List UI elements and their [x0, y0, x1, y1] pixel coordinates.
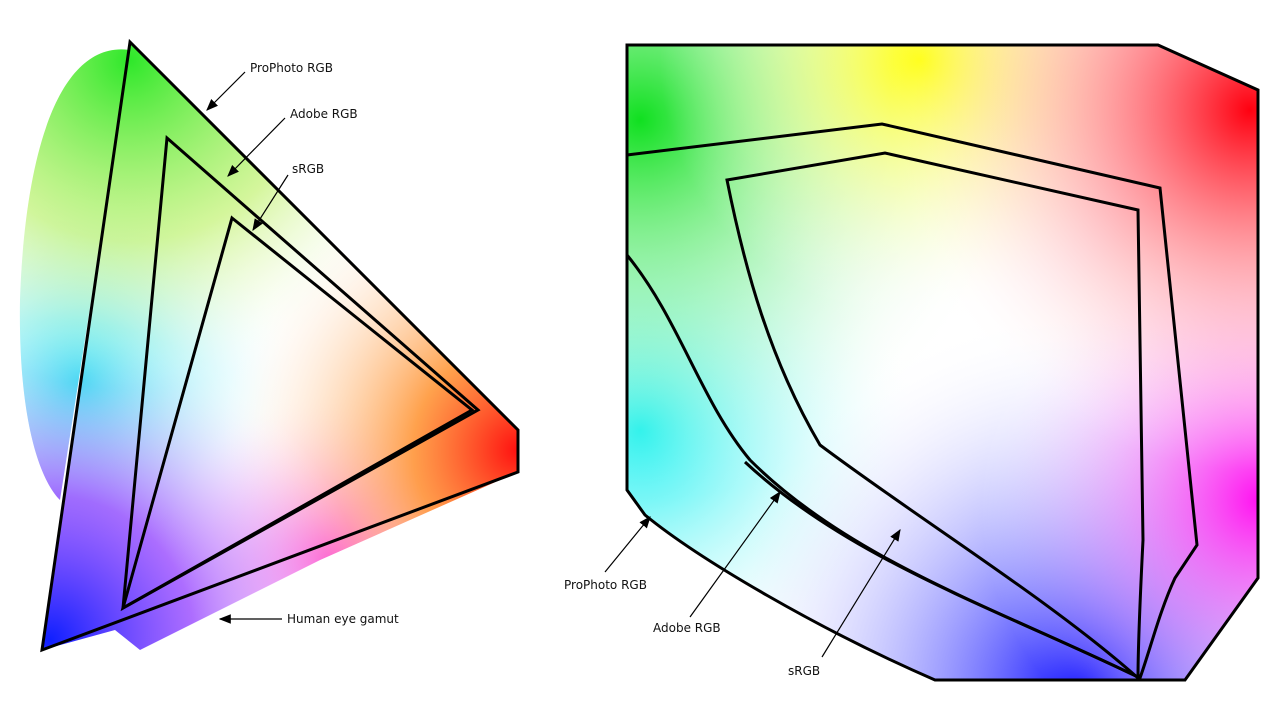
left-diagram: ProPhoto RGB Adobe RGB sRGB Human eye ga… — [19, 38, 520, 653]
label: Adobe RGB — [290, 107, 358, 121]
right-diagram: ProPhoto RGB Adobe RGB sRGB — [564, 43, 1260, 682]
label: sRGB — [292, 162, 324, 176]
label: Adobe RGB — [653, 621, 721, 635]
arrow — [689, 491, 781, 618]
label: Human eye gamut — [287, 612, 399, 626]
arrow — [821, 528, 901, 658]
gamut-fill — [627, 45, 1258, 680]
label: ProPhoto RGB — [564, 578, 647, 592]
arrow — [252, 174, 289, 232]
arrow — [206, 71, 246, 111]
label: sRGB — [788, 664, 820, 678]
srgb-outline — [120, 215, 475, 612]
adobe-lower-edge — [743, 460, 1141, 680]
prophoto-outline — [40, 38, 520, 653]
arrow — [604, 516, 651, 573]
prophoto-outline — [625, 43, 1260, 682]
arrow — [227, 117, 286, 177]
label: ProPhoto RGB — [250, 61, 333, 75]
srgb-outline — [725, 151, 1145, 682]
